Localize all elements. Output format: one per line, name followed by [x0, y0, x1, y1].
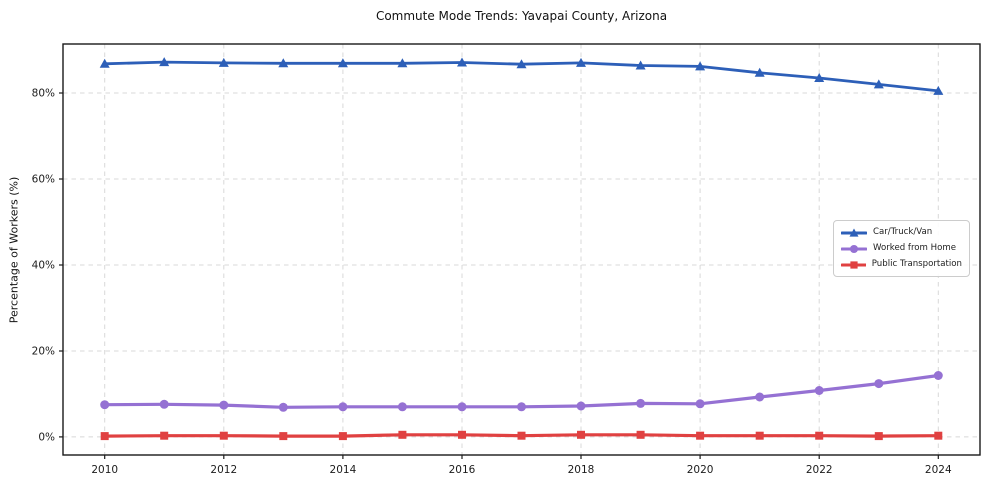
x-tick-label: 2022: [806, 464, 833, 476]
triangle-marker: [278, 58, 289, 68]
triangle-marker: [337, 58, 348, 68]
square-marker: [517, 431, 526, 440]
circle-marker: [636, 398, 646, 408]
triangle-marker: [218, 57, 229, 67]
x-tick-label: 2010: [91, 464, 118, 476]
public-transportation-line-sample: [841, 260, 866, 269]
triangle-marker: [516, 59, 527, 69]
circle-marker: [219, 400, 229, 410]
car-truck-van-line-sample: [841, 228, 867, 237]
legend-label-public-transportation: Public Transportation: [871, 259, 962, 270]
triangle-marker: [159, 57, 170, 67]
square-marker: [874, 432, 883, 441]
legend-entry-car-truck-van: Car/Truck/Van: [841, 226, 962, 239]
x-tick-label: 2016: [449, 464, 476, 476]
circle-marker: [933, 371, 943, 380]
square-marker: [338, 432, 347, 441]
triangle-marker: [849, 228, 859, 237]
square-marker: [219, 431, 228, 440]
circle-marker: [576, 401, 586, 411]
triangle-marker: [397, 58, 408, 68]
legend-entry-worked-from-home: Worked from Home: [841, 242, 962, 255]
square-marker: [755, 431, 764, 440]
x-tick-label: 2024: [925, 464, 952, 476]
triangle-marker: [99, 58, 110, 68]
circle-marker: [814, 386, 824, 395]
triangle-marker: [457, 57, 467, 67]
triangle-marker: [814, 73, 825, 82]
circle-marker: [695, 399, 705, 409]
square-marker: [398, 430, 407, 439]
square-marker: [815, 431, 824, 440]
circle-marker: [278, 402, 288, 412]
square-marker: [636, 430, 645, 439]
square-marker: [696, 431, 705, 440]
circle-marker: [159, 399, 169, 409]
circle-marker: [755, 392, 765, 402]
circle-marker: [517, 402, 526, 412]
circle-marker: [397, 402, 407, 412]
y-tick-label: 80%: [32, 88, 55, 100]
triangle-marker: [576, 57, 586, 67]
square-marker: [100, 432, 109, 441]
circle-marker: [338, 402, 348, 412]
y-tick-label: 20%: [32, 346, 55, 358]
legend-entry-public-transportation: Public Transportation: [841, 258, 962, 271]
triangle-marker: [933, 85, 944, 95]
legend-label-car-truck-van: Car/Truck/Van: [873, 227, 933, 238]
axes-frame: [62, 43, 981, 456]
legend-label-worked-from-home: Worked from Home: [873, 243, 957, 254]
triangle-marker: [695, 61, 706, 71]
x-tick-label: 2014: [330, 464, 357, 476]
square-marker: [279, 432, 288, 441]
circle-marker: [849, 244, 859, 253]
worked-from-home-line-sample: [841, 244, 867, 253]
circle-marker: [457, 402, 467, 412]
square-marker: [458, 430, 466, 439]
y-tick-label: 0%: [38, 432, 55, 444]
x-tick-label: 2018: [568, 464, 595, 476]
y-tick-label: 60%: [32, 174, 55, 186]
circle-marker: [874, 379, 884, 389]
chart-title: Commute Mode Trends: Yavapai County, Ari…: [375, 9, 668, 23]
triangle-marker: [754, 67, 765, 77]
x-tick-label: 2020: [687, 464, 714, 476]
legend: Car/Truck/Van Worked from Home Public Tr…: [833, 220, 970, 277]
square-marker: [160, 431, 169, 440]
circle-marker: [100, 400, 110, 410]
square-marker: [577, 430, 585, 439]
triangle-marker: [635, 60, 646, 70]
square-marker: [934, 431, 943, 440]
x-tick-label: 2012: [210, 464, 237, 476]
triangle-marker: [873, 79, 884, 89]
square-marker: [850, 260, 858, 269]
y-tick-label: 40%: [32, 260, 55, 272]
